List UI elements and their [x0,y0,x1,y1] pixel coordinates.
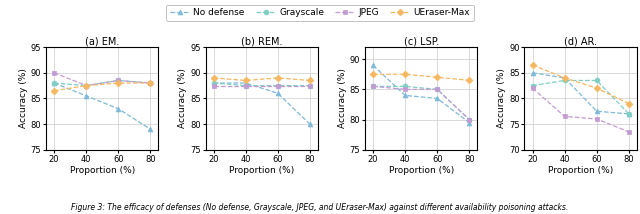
Legend: No defense, Grayscale, JPEG, UEraser-Max: No defense, Grayscale, JPEG, UEraser-Max [166,4,474,21]
Text: Figure 3: The efficacy of defenses (No defense, Grayscale, JPEG, and UEraser-Max: Figure 3: The efficacy of defenses (No d… [72,203,568,212]
Title: (c) LSP.: (c) LSP. [404,36,439,46]
X-axis label: Proportion (%): Proportion (%) [388,166,454,175]
Y-axis label: Accuracy (%): Accuracy (%) [338,68,347,128]
Title: (a) EM.: (a) EM. [85,36,120,46]
Y-axis label: Accuracy (%): Accuracy (%) [19,68,28,128]
X-axis label: Proportion (%): Proportion (%) [229,166,294,175]
Y-axis label: Accuracy (%): Accuracy (%) [497,68,506,128]
Title: (b) REM.: (b) REM. [241,36,282,46]
Y-axis label: Accuracy (%): Accuracy (%) [179,68,188,128]
Title: (d) AR.: (d) AR. [564,36,597,46]
X-axis label: Proportion (%): Proportion (%) [548,166,613,175]
X-axis label: Proportion (%): Proportion (%) [70,166,135,175]
